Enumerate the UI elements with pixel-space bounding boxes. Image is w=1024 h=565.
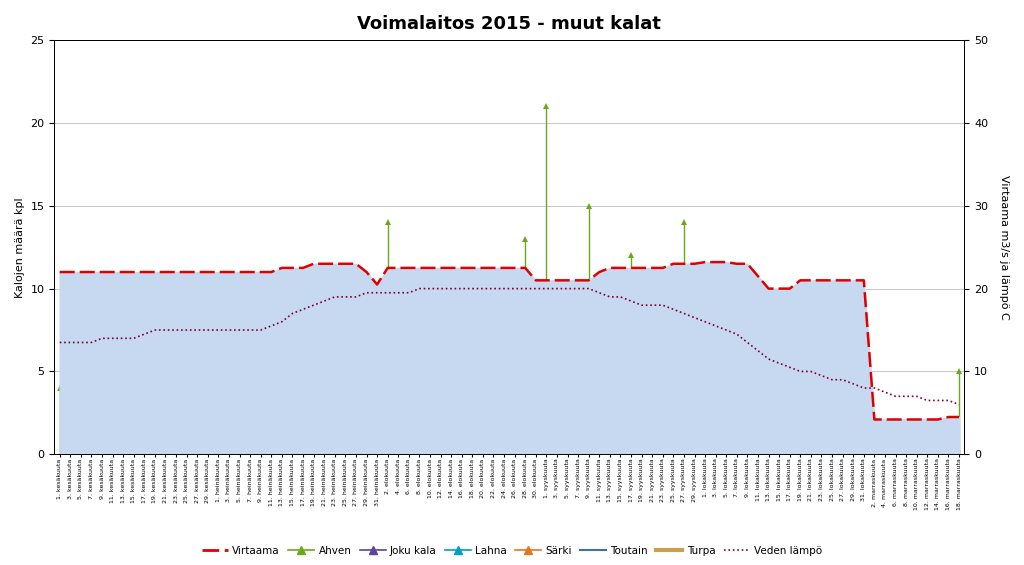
- Title: Voimalaitos 2015 - muut kalat: Voimalaitos 2015 - muut kalat: [357, 15, 662, 33]
- Legend: Virtaama, Ahven, Joku kala, Lahna, Särki, Toutain, Turpa, Veden lämpö: Virtaama, Ahven, Joku kala, Lahna, Särki…: [198, 541, 826, 560]
- Y-axis label: Virtaama m3/s ja lämpö C: Virtaama m3/s ja lämpö C: [999, 175, 1009, 320]
- Y-axis label: Kalojen määrä kpl: Kalojen määrä kpl: [15, 197, 25, 298]
